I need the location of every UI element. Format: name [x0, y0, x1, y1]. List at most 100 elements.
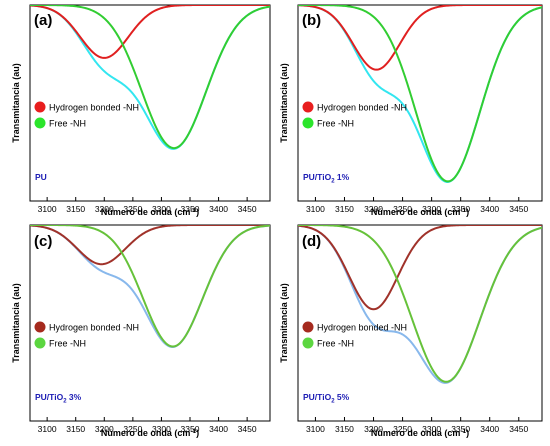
x-axis-title: Número de onda (cm-1) [371, 207, 469, 217]
legend-marker [34, 117, 46, 129]
y-axis-title: Transmitancia (au) [11, 63, 21, 143]
sample-label-subscript: 2 [63, 399, 67, 405]
x-tick-label: 3250 [393, 424, 412, 434]
x-tick-label: 3200 [364, 424, 383, 434]
sample-label: PU/TiO2 5% [303, 392, 350, 405]
x-tick-label: 3450 [238, 204, 257, 214]
sample-label-end: 5% [335, 392, 350, 402]
x-tick-label: 3250 [393, 204, 412, 214]
legend-marker [302, 101, 314, 113]
x-tick-label: 3200 [95, 424, 114, 434]
x-tick-label: 3300 [152, 204, 171, 214]
x-axis-title-superscript: -1 [190, 207, 196, 214]
x-tick-label: 3150 [66, 204, 85, 214]
plot-frame [29, 224, 271, 422]
hydrogen-bonded-nh-line [298, 5, 542, 71]
free-nh-line [30, 5, 270, 150]
panel-label: (b) [302, 12, 321, 29]
x-tick-label: 3250 [123, 204, 142, 214]
hydrogen-bonded-nh-line [30, 225, 270, 266]
legend-marker [34, 337, 46, 349]
free-nh-line [298, 225, 542, 383]
sample-label-subscript: 2 [331, 179, 335, 185]
curves [30, 225, 270, 348]
panel-label: (d) [302, 233, 321, 250]
legend-label: Free -NH [317, 119, 354, 129]
legend-marker [34, 101, 46, 113]
x-axis-title-end: ) [196, 207, 199, 217]
x-tick-label: 3400 [209, 424, 228, 434]
x-tick-label: 3200 [364, 204, 383, 214]
legend-marker [34, 321, 46, 333]
curves [298, 5, 542, 183]
sample-label-end: 1% [335, 172, 350, 182]
x-tick-label: 3250 [123, 424, 142, 434]
x-axis-title: Número de onda (cm-1) [101, 428, 199, 438]
plot-frame [29, 4, 271, 202]
free-nh-line [298, 5, 542, 183]
x-tick-label: 3300 [422, 204, 441, 214]
x-tick-label: 3100 [306, 424, 325, 434]
chart-panel-3: 3100 3150 3200 3250 3300 3350 3400 3450 Número d… [11, 224, 271, 438]
sample-label-end: 3% [67, 392, 82, 402]
chart-panel-2: 3100 3150 3200 3250 3300 3350 3400 3450 Número d… [279, 4, 543, 217]
x-tick-label: 3450 [509, 424, 528, 434]
x-tick-label: 3350 [451, 204, 470, 214]
x-tick-label: 3300 [422, 424, 441, 434]
legend-label: Hydrogen bonded -NH [49, 323, 139, 333]
legend-label: Free -NH [49, 339, 86, 349]
legend-marker [302, 321, 314, 333]
x-axis-title-superscript: -1 [460, 428, 466, 435]
x-axis-title-superscript: -1 [190, 428, 196, 435]
hydrogen-bonded-nh-line [298, 225, 542, 311]
legend-label: Hydrogen bonded -NH [49, 103, 139, 113]
x-axis-title: Número de onda (cm-1) [371, 428, 469, 438]
legend-marker [302, 337, 314, 349]
x-tick-label: 3150 [335, 424, 354, 434]
free-nh-line [30, 225, 270, 348]
x-tick-label: 3100 [38, 204, 57, 214]
curves [30, 5, 270, 150]
x-axis-title-end: ) [466, 207, 469, 217]
hydrogen-bonded-nh-line [30, 5, 270, 59]
chart-panel-1: 3100 3150 3200 3250 3300 3350 3400 3450 Número d… [11, 4, 271, 217]
x-axis-title-end: ) [196, 428, 199, 438]
y-axis-title: Transmitancia (au) [11, 283, 21, 363]
x-axis-title-end: ) [466, 428, 469, 438]
legend-label: Free -NH [317, 339, 354, 349]
x-tick-label: 3100 [306, 204, 325, 214]
x-tick-label: 3400 [480, 424, 499, 434]
x-tick-label: 3450 [509, 204, 528, 214]
envelope-line [298, 5, 542, 183]
plot-frame [297, 4, 543, 202]
sample-label: PU/TiO2 1% [303, 172, 350, 185]
curves [298, 225, 542, 384]
y-axis-title: Transmitancia (au) [279, 283, 289, 363]
x-tick-label: 3450 [238, 424, 257, 434]
sample-label: PU [35, 172, 47, 182]
legend-label: Hydrogen bonded -NH [317, 323, 407, 333]
legend-label: Hydrogen bonded -NH [317, 103, 407, 113]
chart-panel-4: 3100 3150 3200 3250 3300 3350 3400 3450 Número d… [279, 224, 543, 438]
x-tick-label: 3100 [38, 424, 57, 434]
x-tick-label: 3400 [480, 204, 499, 214]
x-tick-label: 3400 [209, 204, 228, 214]
y-axis-title: Transmitancia (au) [279, 63, 289, 143]
x-tick-label: 3200 [95, 204, 114, 214]
sample-label: PU/TiO2 3% [35, 392, 82, 405]
legend-label: Free -NH [49, 119, 86, 129]
x-tick-label: 3300 [152, 424, 171, 434]
x-tick-label: 3150 [66, 424, 85, 434]
plot-frame [297, 224, 543, 422]
x-axis-title-superscript: -1 [460, 207, 466, 214]
sample-label-subscript: 2 [331, 399, 335, 405]
x-tick-label: 3150 [335, 204, 354, 214]
x-tick-label: 3350 [451, 424, 470, 434]
panel-label: (c) [34, 233, 52, 250]
x-tick-label: 3350 [181, 424, 200, 434]
x-tick-label: 3350 [181, 204, 200, 214]
panel-label: (a) [34, 12, 52, 29]
legend-marker [302, 117, 314, 129]
x-axis-title: Número de onda (cm-1) [101, 207, 199, 217]
